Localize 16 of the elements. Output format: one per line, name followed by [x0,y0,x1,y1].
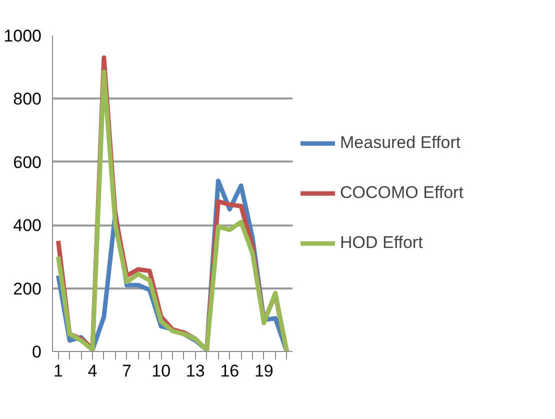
x-tick-label: 4 [88,362,98,380]
x-tick-label: 16 [220,362,240,380]
legend-label: Measured Effort [340,133,461,153]
x-tick-label: 19 [254,362,274,380]
y-tick-label: 200 [13,279,42,298]
y-tick-label: 1000 [4,26,42,46]
y-tick-label: 600 [13,152,42,172]
x-tick-label: 1 [53,362,63,380]
legend-label: HOD Effort [340,233,424,253]
y-tick-label: 400 [13,216,42,236]
x-tick-label: 7 [122,362,132,380]
x-tick-label: 10 [152,362,171,380]
y-tick-label: 800 [13,90,42,109]
legend-label: COCOMO Effort [340,183,464,203]
y-tick-label: 0 [32,342,42,362]
x-tick-label: 13 [186,362,205,380]
